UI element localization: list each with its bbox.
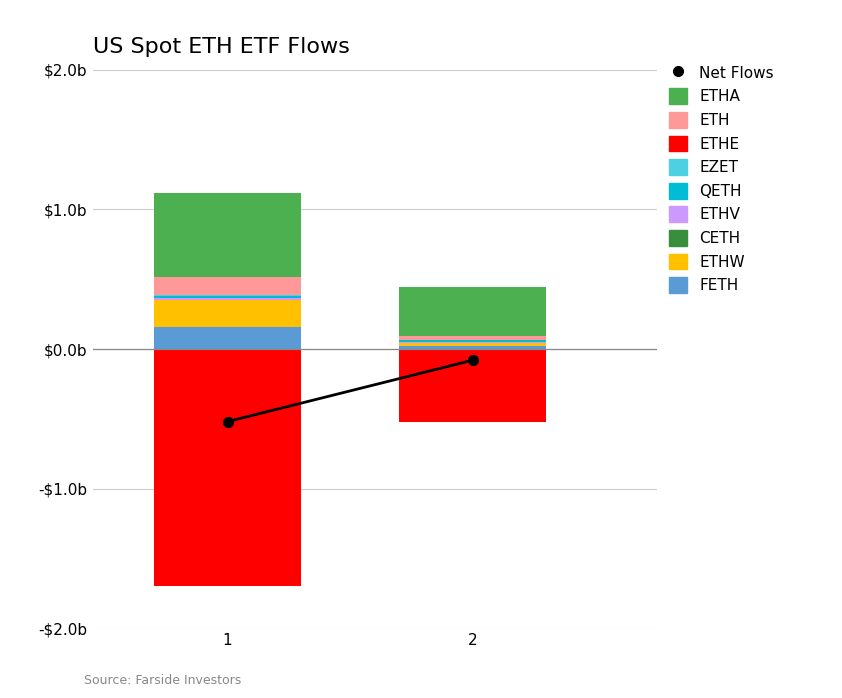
Legend: Net Flows, ETHA, ETH, ETHE, EZET, QETH, ETHV, CETH, ETHW, FETH: Net Flows, ETHA, ETH, ETHE, EZET, QETH, … (663, 59, 780, 299)
Bar (399, 343, 546, 346)
Text: US Spot ETH ETF Flows: US Spot ETH ETF Flows (93, 37, 349, 57)
Bar (154, 298, 301, 300)
Bar (154, 349, 301, 586)
Bar (154, 300, 301, 327)
Bar (399, 349, 546, 422)
Bar (399, 341, 546, 343)
Point (221, 416, 234, 427)
Bar (154, 327, 301, 349)
Bar (154, 296, 301, 298)
Bar (154, 295, 301, 296)
Bar (399, 287, 546, 336)
Text: Source: Farside Investors: Source: Farside Investors (84, 674, 242, 687)
Bar (154, 193, 301, 276)
Bar (399, 336, 546, 340)
Bar (399, 346, 546, 349)
Bar (154, 276, 301, 295)
Point (466, 355, 480, 366)
